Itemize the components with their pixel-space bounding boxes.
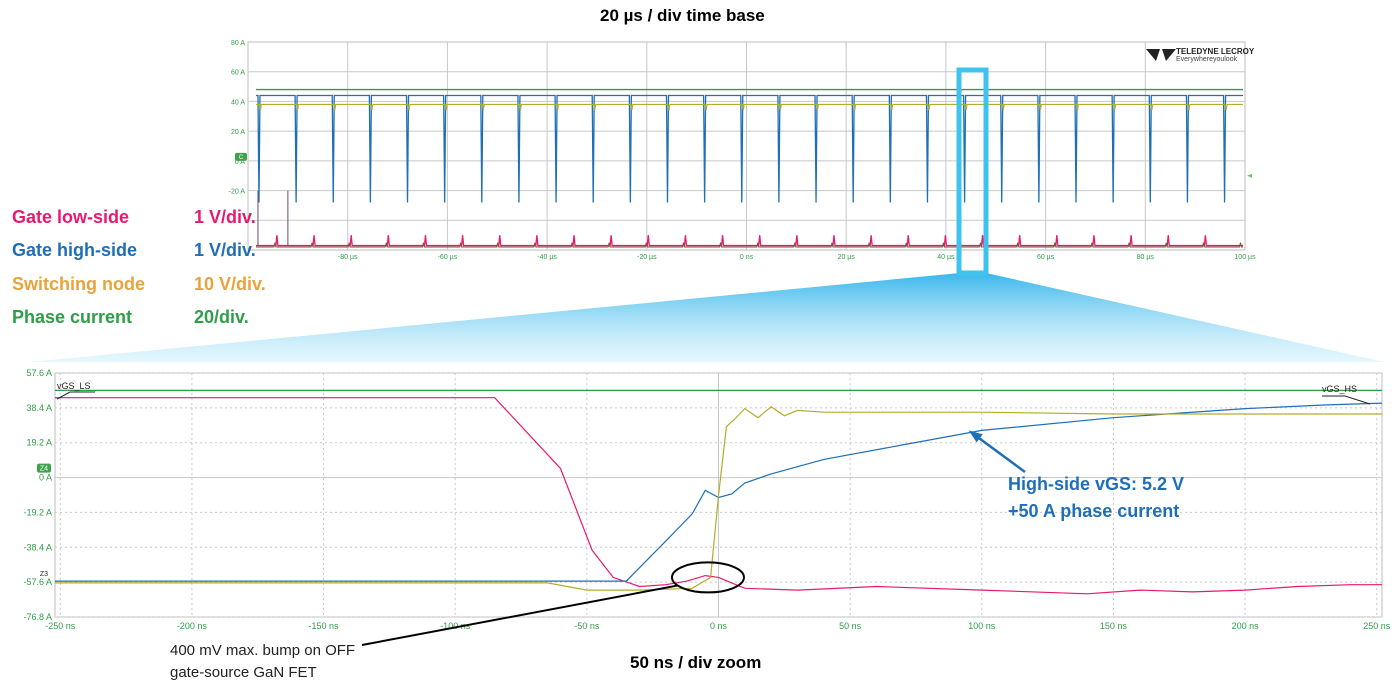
y-tick-label: 80 A: [231, 40, 245, 47]
y-tick-label: 40 A: [231, 99, 245, 106]
x-tick-label: -60 µs: [438, 254, 458, 261]
legend-switching-node: Switching node 10 V/div.: [12, 274, 312, 298]
series-edge-spikes: [257, 190, 289, 246]
x-tick-label: -250 ns: [45, 621, 76, 631]
legend-name: Phase current: [12, 307, 133, 327]
trace-label: vGS_LS: [57, 381, 91, 391]
channel-marker-label: Z4: [40, 466, 48, 473]
bump-annotation: 400 mV max. bump on OFF gate-source GaN …: [170, 640, 355, 684]
trace-label: vGS_HS: [1322, 384, 1357, 394]
zoom-title: 50 ns / div zoom: [630, 653, 762, 672]
series-gate-high-side: [256, 94, 1243, 203]
logo-brand: TELEDYNE LECROY: [1176, 47, 1255, 56]
x-tick-label: -50 ns: [574, 621, 600, 631]
overview-title: 20 µs / div time base: [600, 6, 765, 25]
y-tick-label: -20 A: [229, 189, 246, 196]
series-switching-node: [55, 406, 1382, 591]
y-tick-label: -19.2 A: [23, 507, 52, 517]
channel-marker: [37, 463, 51, 473]
trace-label-leader: [56, 391, 95, 400]
trace-label-leader: [1322, 395, 1371, 405]
zoom-highlight-box: [956, 67, 989, 276]
x-tick-label: -100 ns: [440, 621, 471, 631]
x-tick-label: 80 µs: [1137, 254, 1155, 261]
bump-leader-line: [361, 584, 679, 646]
x-tick-label: 0 ns: [740, 254, 754, 261]
y-tick-label: 19.2 A: [26, 438, 52, 448]
y-tick-label: 0 A: [39, 473, 52, 483]
y-tick-label: -38.4 A: [23, 542, 52, 552]
x-tick-label: 20 µs: [838, 254, 856, 261]
x-tick-label: -200 ns: [177, 621, 208, 631]
legend-gate-low-side: Gate low-side 1 V/div.: [12, 207, 312, 231]
series-switching-node: [256, 103, 1243, 111]
high-side-annotation: High-side vGS: 5.2 V +50 A phase current: [1008, 471, 1184, 525]
y-tick-label: -76.8 A: [23, 612, 52, 622]
channel-marker-label: C: [239, 155, 244, 161]
series-gate-high-side: [55, 402, 1383, 582]
high-side-arrowhead: [968, 430, 983, 443]
x-tick-label: -80 µs: [338, 254, 358, 261]
legend-name: Gate low-side: [12, 207, 130, 227]
legend-scale: 10 V/div.: [194, 274, 266, 294]
legend-name: Gate high-side: [12, 240, 138, 260]
x-tick-label: -20 µs: [637, 254, 657, 261]
zoom-projection: [30, 273, 1384, 362]
x-tick-label: -150 ns: [309, 621, 340, 631]
x-tick-label: 50 ns: [839, 621, 862, 631]
bump-highlight-ellipse: [670, 561, 745, 594]
x-tick-label: 60 µs: [1037, 254, 1055, 261]
annotation-line: 400 mV max. bump on OFF: [170, 642, 356, 659]
y-tick-label: 60 A: [231, 70, 245, 77]
annotation-line: gate-source GaN FET: [170, 664, 317, 681]
x-tick-label: 250 ns: [1363, 621, 1391, 631]
x-tick-label: -40 µs: [537, 254, 557, 261]
annotation-line: +50 A phase current: [1008, 501, 1180, 521]
annotation-line: High-side vGS: 5.2 V: [1008, 474, 1185, 494]
x-tick-label: 100 ns: [968, 621, 996, 631]
legend-name: Switching node: [12, 274, 145, 294]
y-tick-label: 0 A: [235, 159, 245, 166]
x-tick-label: 150 ns: [1100, 621, 1128, 631]
teledyne-logo-icon: [1146, 49, 1176, 61]
y-tick-label: 57.6 A: [26, 368, 52, 378]
series-switching-node-low: [256, 242, 1243, 248]
legend-scale: 1 V/div.: [194, 207, 256, 227]
x-tick-label: 200 ns: [1232, 621, 1260, 631]
high-side-leader-line: [975, 435, 1026, 474]
x-tick-label: 0 ns: [710, 621, 728, 631]
channel-marker: [235, 152, 247, 161]
y-tick-label: 20 A: [231, 129, 245, 136]
channel-marker-label: Z3: [40, 571, 48, 578]
teledyne-logo: TELEDYNE LECROY Everywhereyoulook: [1146, 45, 1254, 67]
y-tick-label: -57.6 A: [23, 577, 52, 587]
trigger-marker: [1247, 173, 1252, 178]
y-tick-label: 38.4 A: [26, 403, 52, 413]
series-gate-low-side: [256, 235, 1243, 247]
legend-scale: 20/div.: [194, 307, 249, 327]
logo-tagline: Everywhereyoulook: [1176, 56, 1238, 63]
x-tick-label: 40 µs: [937, 254, 955, 261]
legend-gate-high-side: Gate high-side 1 V/div.: [12, 240, 312, 264]
x-tick-label: 100 µs: [1234, 254, 1256, 261]
legend-phase-current: Phase current 20/div.: [12, 307, 312, 331]
legend-scale: 1 V/div.: [194, 240, 256, 260]
